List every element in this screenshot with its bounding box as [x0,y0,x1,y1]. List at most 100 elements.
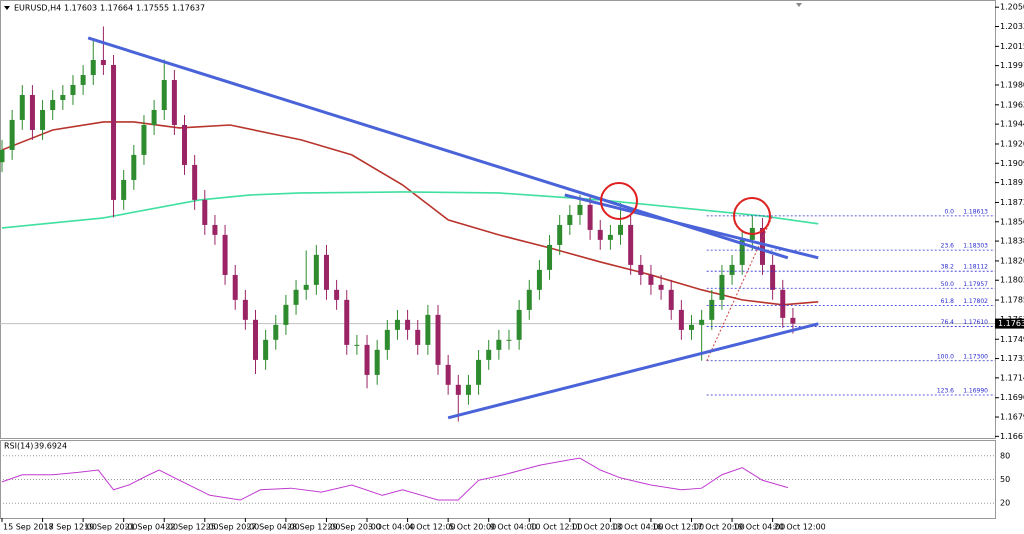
candle-body [689,324,695,330]
candle-body [354,344,360,346]
x-tick-label: 19 Oct 04:00 [733,523,785,532]
candle-body [303,284,309,290]
candle-body [344,299,350,345]
candle-body [486,349,492,360]
candle-body [790,317,796,324]
price-box-label: 1.17637 [998,319,1024,328]
x-tick-label: 21 Sep 04:00 [125,523,178,532]
candle-body [770,264,776,290]
y-tick-label: 1.18915 [1000,178,1024,187]
y-tick-label: 1.18735 [1000,198,1024,207]
y-tick-label: 1.19975 [1000,61,1024,70]
candle-body [283,304,289,325]
candle-body [384,329,390,350]
moving-average [1,121,819,306]
candle-body [273,324,279,340]
candle-body [607,234,613,240]
candle-body [699,319,705,325]
candle-body [374,349,380,375]
indicator-value: 39.6924 [34,442,67,451]
candle-body [445,364,451,385]
candle-body [222,234,228,275]
candle-body [80,75,86,85]
candle-body [658,284,664,290]
candle-body [202,199,208,225]
moving-average [1,191,819,229]
candle-body [678,309,684,330]
fib-price-label: 1.17300 [963,353,988,360]
candle-body [19,94,25,120]
fib-price-label: 1.17957 [963,281,988,288]
candle-body [739,239,745,265]
candle-body [60,94,66,100]
candle-body [334,289,340,300]
candle-body [415,329,421,345]
candle-body [141,125,147,155]
fib-level-label: 38.2 [941,264,955,271]
y-tick-label: 1.18385 [1000,237,1024,246]
x-tick-label: 29 Sep 20:00 [327,523,380,532]
candle-body [506,339,512,341]
candle-body [192,164,198,200]
candle-body [293,289,299,305]
candle-body [100,60,106,65]
y-tick-label: 80 [1000,451,1010,460]
candle-body [394,319,400,330]
candle-body [780,289,786,318]
candle-body [719,274,725,300]
candle-body [618,224,624,235]
candle-body [313,254,319,285]
x-tick-label: 18 Sep 12:00 [44,523,97,532]
y-tick-label: 1.19445 [1000,120,1024,129]
candle-body [242,299,248,320]
x-tick-label: 16 Oct 12:00 [652,523,704,532]
candle-body [90,60,96,76]
candle-body [465,384,471,395]
y-tick-label: 1.19620 [1000,100,1024,109]
y-tick-label: 1.16790 [1000,413,1024,422]
x-tick-label: 27 Sep 04:00 [246,523,299,532]
candle-body [425,314,431,345]
candle-body [263,339,269,360]
fib-level-label: 76.4 [941,319,955,326]
candle-body [364,344,370,375]
x-tick-label: 20 Oct 12:00 [774,523,826,532]
x-tick-label: 4 Oct 12:00 [409,523,456,532]
rsi-line [1,457,788,501]
header-icon [4,6,10,10]
rsi-panel: 80 50 20 RSI(14) 39.6924 [0,442,1010,508]
fib-level-label: 61.8 [941,298,955,305]
y-tick-label: 1.20505 [1000,3,1024,12]
candle-body [648,274,654,285]
y-tick-label: 20 [1000,499,1010,508]
candle-body [405,319,411,330]
main-panel: 1.20505 1.20330 1.20150 1.19975 1.19800 1.196… [0,3,1024,532]
y-tick-label: 1.16965 [1000,393,1024,402]
y-tick-label: 1.20150 [1000,42,1024,51]
candle-body [547,244,553,270]
x-tick-label: 13 Oct 04:00 [611,523,663,532]
candle-body [232,274,238,300]
y-tick-label: 1.17320 [1000,354,1024,363]
x-tick-label: 28 Sep 12:00 [287,523,340,532]
candle-body [252,319,258,360]
y-tick-label: 1.19800 [1000,80,1024,89]
x-tick-label: 22 Sep 12:00 [165,523,218,532]
candle-body [476,359,482,385]
corner-icon [796,3,802,7]
fib-price-label: 1.17802 [963,298,988,305]
candle-body [182,125,188,165]
x-tick-label: 3 Oct 04:00 [368,523,415,532]
fib-price-label: 1.16990 [963,387,988,394]
candle-body [0,149,5,163]
fib-price-label: 1.18112 [963,264,988,271]
candle-body [536,269,542,290]
candle-body [131,154,137,180]
y-tick-label: 1.18560 [1000,217,1024,226]
candle-body [577,204,583,215]
quote-value: 1.17664 [100,4,133,13]
x-tick-label: 11 Oct 20:00 [571,523,623,532]
price-box [995,318,1024,329]
